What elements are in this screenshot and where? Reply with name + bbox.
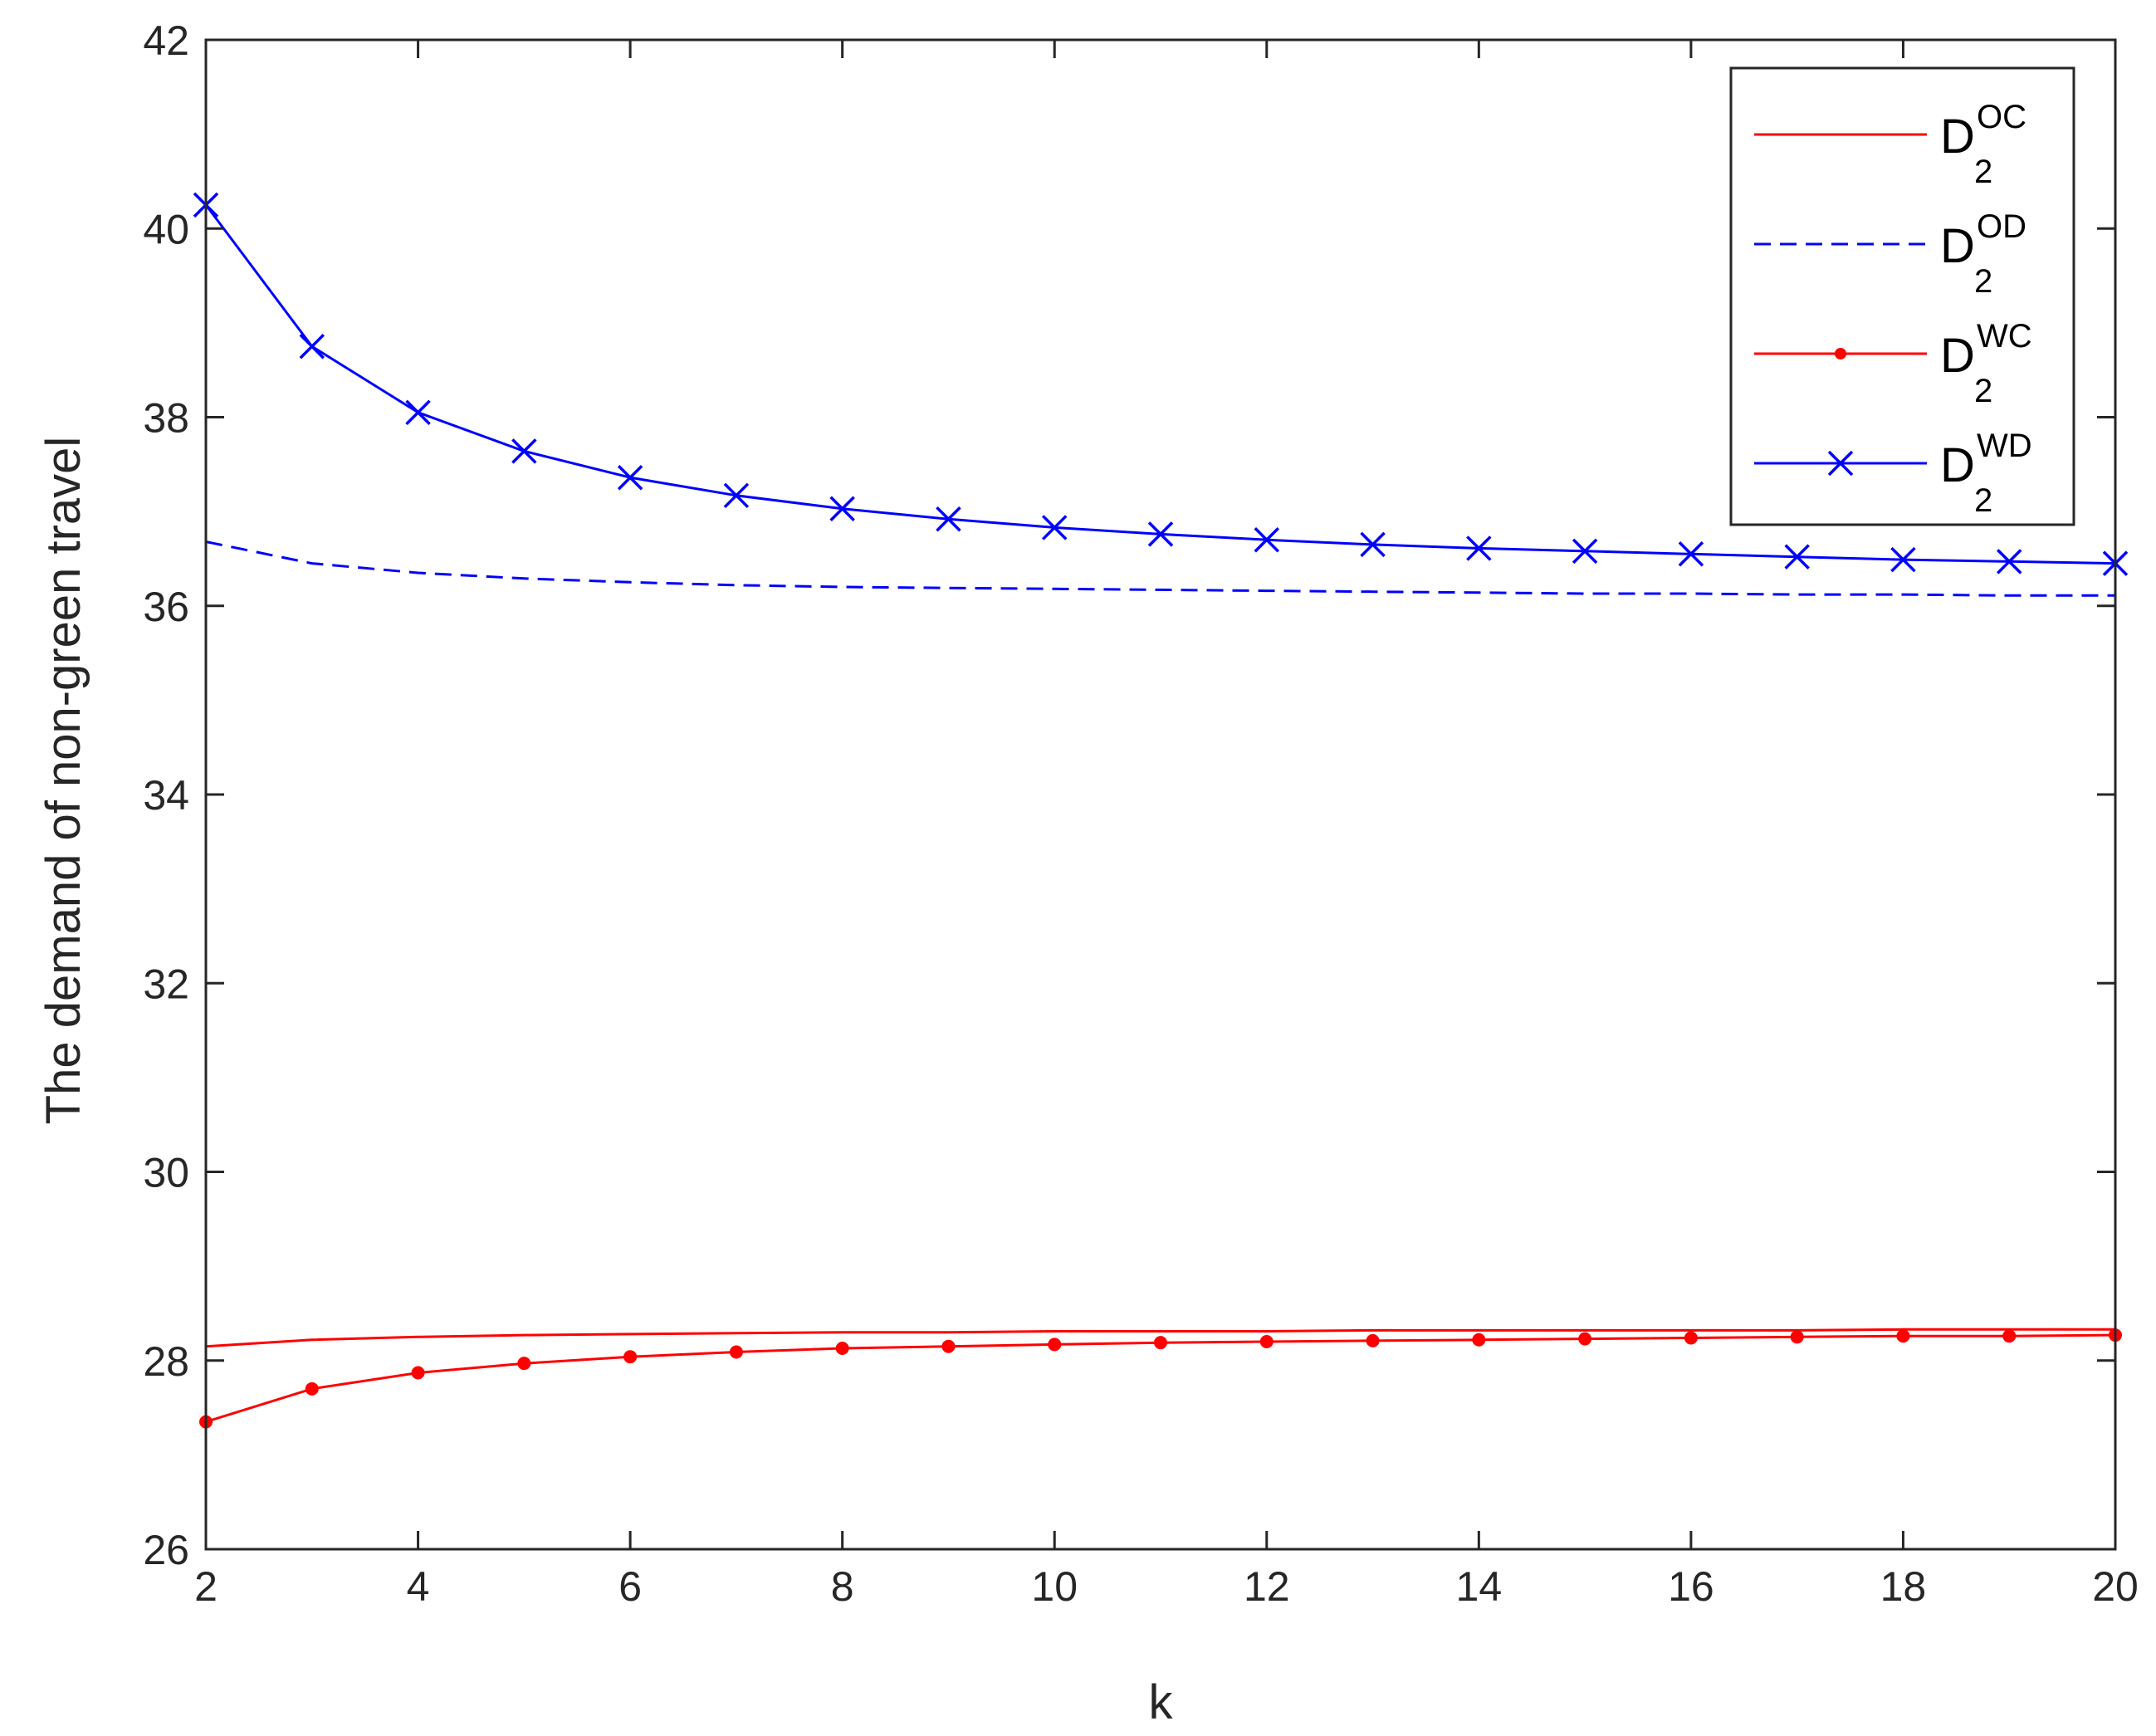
data-point (1366, 1333, 1380, 1347)
x-tick-label: 4 (407, 1563, 430, 1610)
data-point (305, 1381, 319, 1396)
legend-entry-D2WD: D2 WD (1754, 428, 2032, 519)
y-tick-label: 28 (143, 1338, 189, 1385)
data-point (1678, 541, 1704, 567)
y-tick-label: 34 (143, 772, 189, 819)
y-tick-label: 38 (143, 395, 189, 442)
x-axis-title: k (1149, 1675, 1174, 1729)
legend-label: D (1940, 110, 1975, 164)
data-point (941, 1339, 956, 1353)
x-tick-label: 2 (194, 1563, 218, 1610)
y-tick-label: 42 (143, 17, 189, 64)
y-tick-label: 30 (143, 1150, 189, 1196)
legend-label-sup: OD (1977, 208, 2026, 245)
legend-marker (1827, 450, 1854, 477)
data-point (511, 438, 537, 464)
legend-label-sub: 2 (1974, 373, 1992, 409)
data-point (1784, 544, 1810, 570)
data-point (1572, 538, 1598, 565)
data-point (617, 464, 643, 491)
legend-marker (1835, 348, 1846, 359)
y-axis-title: The demand of non-green travel (37, 437, 90, 1125)
axes-layer: 2 4 6 8 10 12 14 16 18 20 26 28 30 32 34 36 38 40 42 (143, 17, 2138, 1610)
y-tick-label: 40 (143, 206, 189, 252)
legend-label: D (1940, 438, 1975, 492)
series-D2OD (205, 540, 2115, 597)
x-tick-label: 18 (1880, 1563, 1927, 1610)
legend-entry-D2OC: D2 OC (1754, 99, 2026, 190)
x-tick-label: 20 (2092, 1563, 2139, 1610)
legend-entry-D2OD: D2 OD (1754, 208, 2026, 300)
data-point (1684, 1331, 1698, 1345)
data-point (1259, 1335, 1274, 1349)
data-point (1254, 526, 1280, 553)
data-point (1790, 1330, 1804, 1344)
y-tick-label: 26 (143, 1527, 189, 1573)
legend-label-sup: WD (1977, 428, 2032, 464)
y-tick-label: 32 (143, 961, 189, 1007)
data-point (723, 482, 750, 509)
data-point (411, 1366, 425, 1380)
x-tick-label: 6 (618, 1563, 642, 1610)
data-point (936, 506, 961, 532)
x-tick-label: 14 (1456, 1563, 1503, 1610)
legend-label: D (1940, 329, 1975, 383)
data-point (829, 496, 855, 521)
x-tick-label: 12 (1244, 1563, 1290, 1610)
legend-label: D (1940, 219, 1975, 273)
data-point (2002, 1329, 2017, 1343)
legend-label-sub: 2 (1974, 154, 1992, 190)
data-point (1154, 1336, 1167, 1350)
data-point (835, 1341, 849, 1355)
data-point (1147, 521, 1174, 547)
legend-box (1729, 66, 2075, 526)
legend-entry-D2WC: D2 WC (1754, 318, 2032, 409)
x-tick-label: 8 (831, 1563, 854, 1610)
x-tick-label: 10 (1031, 1563, 1078, 1610)
data-point (1578, 1332, 1592, 1346)
data-point (1472, 1333, 1486, 1347)
data-point (299, 334, 325, 359)
data-point (1890, 546, 1916, 573)
legend-label-sup: WC (1977, 318, 2032, 355)
data-point (1041, 515, 1068, 540)
data-point (1048, 1337, 1062, 1352)
data-point (1360, 531, 1386, 558)
data-point (517, 1357, 531, 1371)
data-point (405, 399, 431, 426)
data-point (729, 1345, 743, 1359)
data-point (1896, 1329, 1910, 1343)
legend-label-sub: 2 (1974, 482, 1992, 519)
data-point (1996, 549, 2022, 575)
legend-label-sup: OC (1977, 99, 2026, 135)
y-tick-label: 36 (143, 584, 189, 630)
legend-label-sub: 2 (1974, 263, 1992, 300)
data-point (1466, 535, 1492, 561)
x-tick-label: 16 (1668, 1563, 1714, 1610)
series-line-D2OD (205, 540, 2115, 597)
data-point (623, 1350, 638, 1364)
